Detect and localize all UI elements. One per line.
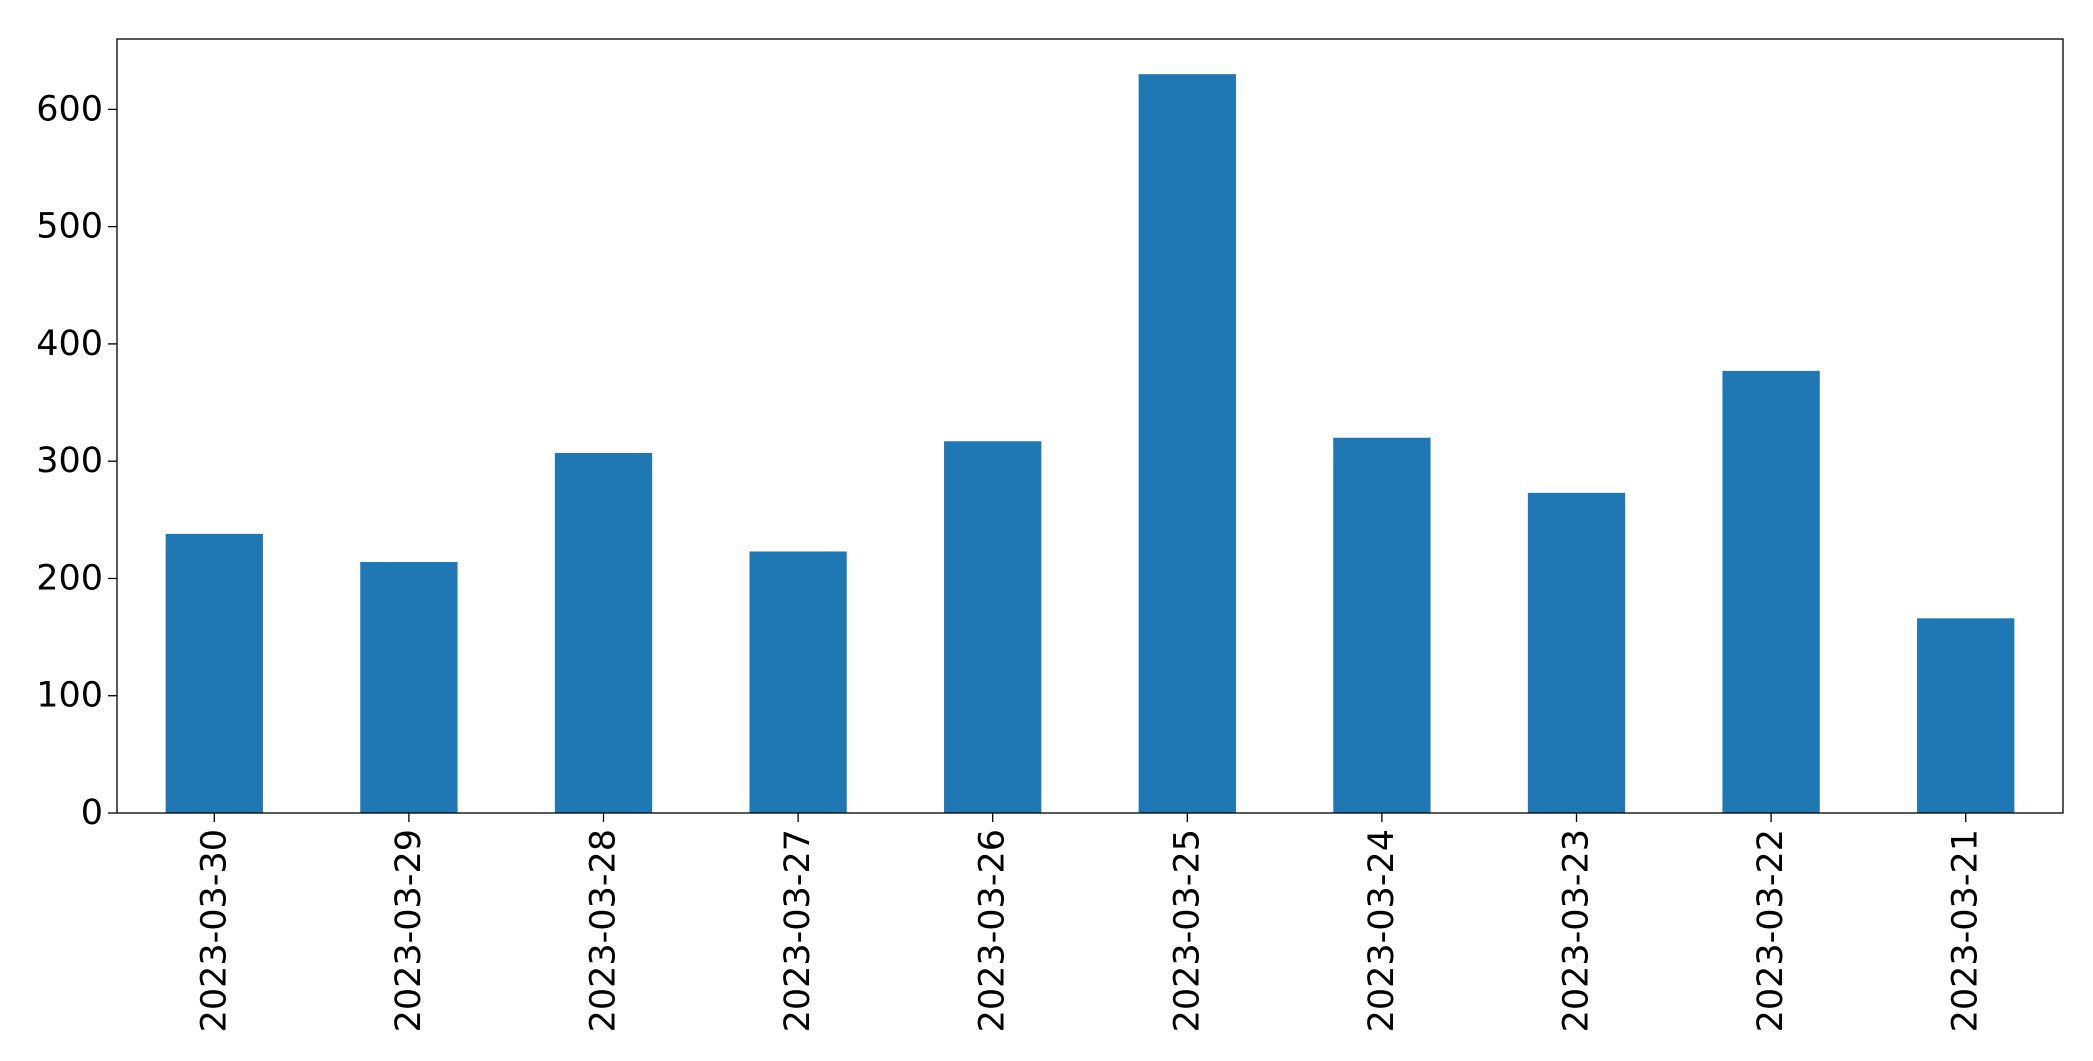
- bar-2023-03-29: [360, 562, 458, 813]
- bars-group: [165, 74, 2015, 813]
- bar-2023-03-27: [749, 551, 847, 813]
- y-tick-label: 0: [81, 793, 103, 833]
- bar-2023-03-21: [1917, 618, 2015, 813]
- y-tick-label: 500: [36, 207, 103, 247]
- y-tick-label: 400: [36, 324, 103, 364]
- y-tick-label: 600: [36, 89, 103, 129]
- x-tick-label: 2023-03-22: [1751, 829, 1791, 1032]
- plot-frame: [116, 38, 2064, 814]
- x-tick-label: 2023-03-23: [1557, 829, 1597, 1032]
- y-tick-label: 300: [36, 441, 103, 481]
- bar-2023-03-23: [1527, 492, 1626, 813]
- x-tick-label: 2023-03-28: [584, 829, 624, 1032]
- bar-2023-03-30: [165, 533, 263, 813]
- y-axis: 0 100 200 300 400 500 600: [36, 89, 117, 833]
- x-tick-label: 2023-03-27: [778, 829, 818, 1032]
- y-tick-label: 100: [36, 676, 103, 716]
- bar-2023-03-26: [944, 441, 1042, 813]
- bar-2023-03-22: [1722, 370, 1820, 813]
- bar-2023-03-25: [1138, 74, 1236, 813]
- bar-2023-03-28: [554, 452, 653, 813]
- y-tick-label: 200: [36, 558, 103, 598]
- x-tick-label: 2023-03-26: [973, 829, 1013, 1032]
- bar-2023-03-24: [1333, 437, 1431, 813]
- x-tick-label: 2023-03-21: [1946, 829, 1986, 1032]
- x-axis: 2023-03-30 2023-03-29 2023-03-28 2023-03-27…: [194, 813, 1986, 1032]
- x-tick-label: 2023-03-25: [1167, 829, 1207, 1032]
- x-tick-label: 2023-03-30: [194, 829, 234, 1032]
- x-tick-label: 2023-03-24: [1362, 829, 1402, 1032]
- x-tick-label: 2023-03-29: [389, 829, 429, 1032]
